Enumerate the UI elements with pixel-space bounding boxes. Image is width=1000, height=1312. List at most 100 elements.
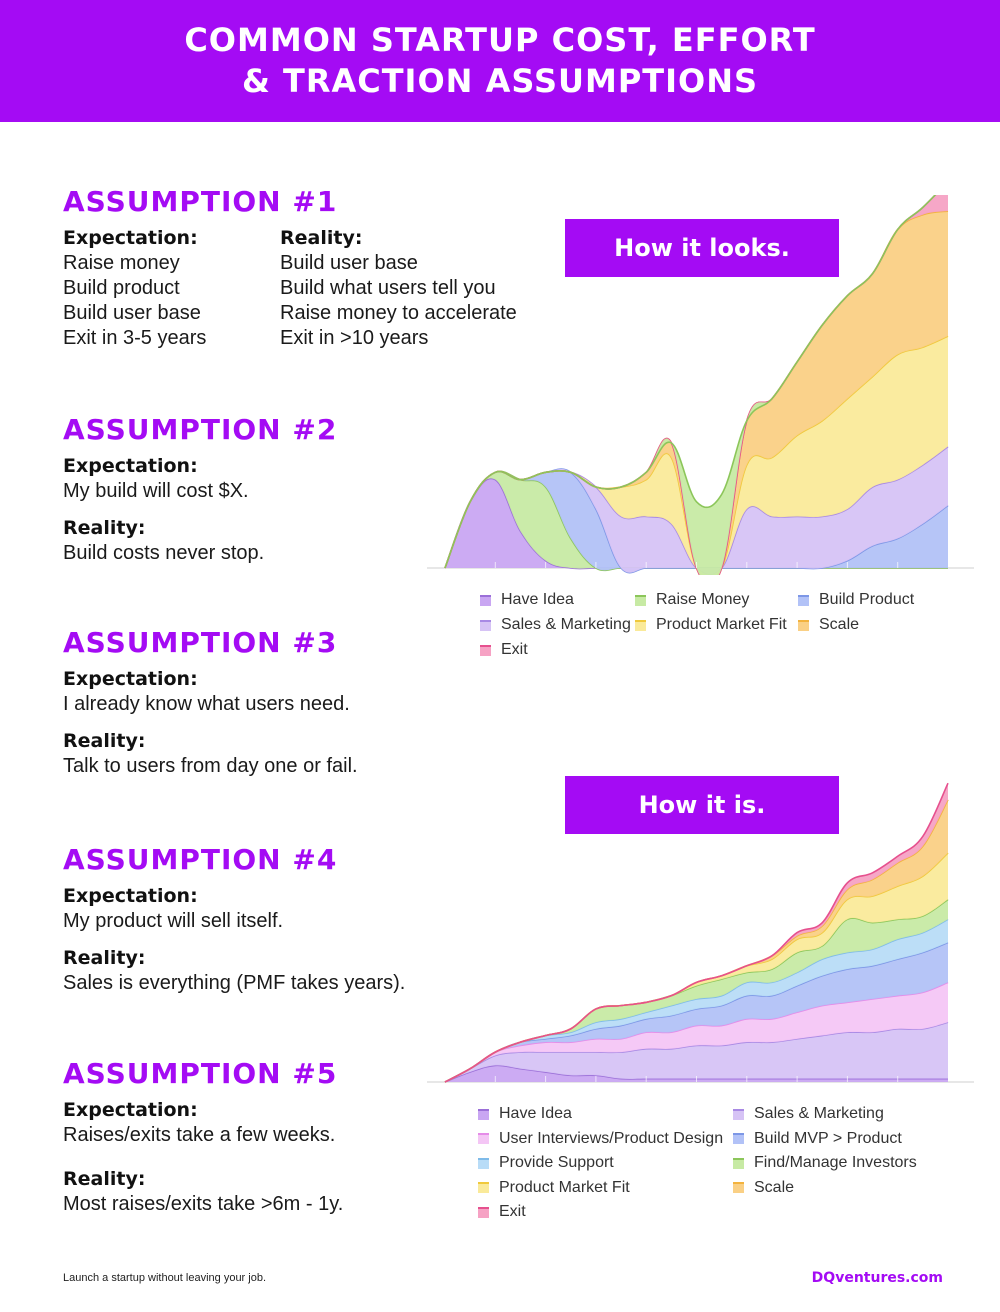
expectation-label: Expectation: [63,455,198,477]
assumption-2: ASSUMPTION #2 Expectation: My build will… [63,414,337,578]
header-title-line-2: & TRACTION ASSUMPTIONS [241,62,759,100]
expectation-label: Expectation: [63,885,198,907]
legend-swatch [480,644,491,656]
chart-how-it-looks-svg [427,195,974,575]
legend-swatch [478,1182,489,1193]
assumption-title: ASSUMPTION #3 [63,626,338,659]
chart-legend: Have Idea Sales & Marketing User Interview… [478,1105,978,1230]
reality-item: Build what users tell you [280,277,496,299]
legend-swatch [733,1157,744,1169]
legend-swatch [478,1206,489,1218]
expectation-text: My product will sell itself. [63,910,284,932]
assumption-title: ASSUMPTION #1 [63,185,338,218]
legend-swatch [478,1157,489,1169]
footer-brand-link[interactable]: DQventures.com [811,1270,943,1286]
reality-label: Reality: [63,1168,146,1190]
chart-title-banner: How it looks. [565,219,839,277]
area-series-scale [445,211,948,575]
legend-item: Sales & Marketing [733,1105,884,1123]
legend-swatch [480,594,491,606]
chart-how-it-is-svg [427,782,974,1083]
expectation-item: Raise money [63,252,180,274]
assumption-5: ASSUMPTION #5 Expectation: Raises/exits … [63,1058,343,1229]
area-series-have-idea [445,1065,948,1082]
area-series-product-market-fit [445,336,948,575]
area-series-have-idea [445,478,948,569]
legend-label: Product Market Fit [656,616,787,633]
reality-item: Raise money to accelerate [280,302,517,324]
assumption-title: ASSUMPTION #5 [63,1057,338,1090]
series-line [444,195,937,569]
legend-swatch [478,1133,489,1144]
reality-column: Reality: Build user base Build what user… [280,226,517,351]
reality-label: Reality: [63,730,146,752]
expectation-item: Exit in 3-5 years [63,327,207,349]
expectation-text: I already know what users need. [63,693,350,715]
reality-label: Reality: [63,947,146,969]
assumption-1: ASSUMPTION #1 Expectation: Raise money B… [63,186,517,351]
assumption-3: ASSUMPTION #3 Expectation: I already kno… [63,627,358,791]
expectation-label: Expectation: [63,227,198,249]
area-series-extra-7 [445,195,936,575]
legend-label: Sales & Marketing [754,1105,884,1122]
expectation-label: Expectation: [63,668,198,690]
legend-label: Exit [499,1203,526,1220]
legend-label: Product Market Fit [499,1178,630,1196]
expectation-item: Build user base [63,302,201,324]
legend-swatch [635,619,646,631]
legend-item: Provide Support [478,1154,614,1172]
legend-label: Sales & Marketing [501,616,631,633]
series-line [444,782,949,1083]
legend-item: Build MVP > Product [733,1130,902,1148]
expectation-item: Build product [63,277,180,299]
assumption-4: ASSUMPTION #4 Expectation: My product wi… [63,844,405,1008]
page-header: COMMON STARTUP COST, EFFORT & TRACTION A… [0,0,1000,122]
legend-item: Have Idea [480,591,574,609]
assumption-title: ASSUMPTION #4 [63,843,338,876]
area-series-sales-marketing [445,1022,948,1082]
expectation-column: Expectation: Raise money Build product B… [63,226,280,351]
reality-text: Sales is everything (PMF takes years). [63,972,406,994]
expectation-text: Raises/exits take a few weeks. [63,1124,336,1146]
legend-swatch [798,619,809,631]
legend-swatch [733,1108,744,1120]
legend-label: Exit [501,641,528,658]
legend-label: Scale [754,1178,795,1196]
chart-legend: Have Idea Raise Money Build Product Sales &… [480,591,980,671]
chart-how-it-looks: How it looks. Have Idea Raise Money Build … [425,195,980,665]
area-series-user-interviews-product-design [445,982,948,1082]
legend-item: Exit [478,1203,526,1221]
chart-title-banner: How it is. [565,776,839,834]
legend-swatch [478,1108,489,1120]
legend-item: Have Idea [478,1105,572,1123]
legend-label: Scale [819,616,860,633]
area-series-raise-money [445,471,948,571]
legend-item: Scale [798,616,859,634]
legend-label: Build MVP > Product [754,1129,902,1147]
chart-how-it-is: How it is. Have Idea Sales & Marketing Use… [425,745,980,1235]
expectation-label: Expectation: [63,1099,198,1121]
footer-tagline: Launch a startup without leaving your jo… [63,1272,267,1284]
legend-swatch [733,1133,744,1144]
area-series-sales-marketing [445,446,948,575]
area-series-find-manage-investors [445,899,948,1082]
legend-swatch [635,594,646,606]
legend-label: Find/Manage Investors [754,1154,917,1171]
legend-item: Find/Manage Investors [733,1154,917,1172]
legend-item: Product Market Fit [635,616,787,634]
legend-swatch [798,594,809,606]
legend-label: Provide Support [499,1154,614,1171]
reality-label: Reality: [280,227,363,249]
reality-text: Most raises/exits take >6m - 1y. [63,1193,344,1215]
assumption-title: ASSUMPTION #2 [63,413,338,446]
reality-text: Talk to users from day one or fail. [63,755,358,777]
legend-label: Raise Money [656,591,750,608]
reality-text: Build costs never stop. [63,542,265,564]
legend-label: Build Product [819,591,915,608]
legend-item: Raise Money [635,591,749,609]
reality-item: Build user base [280,252,418,274]
header-title-line-1: COMMON STARTUP COST, EFFORT [184,21,816,59]
expectation-text: My build will cost $X. [63,480,249,502]
legend-item: Product Market Fit [478,1179,630,1197]
legend-item: Scale [733,1179,794,1197]
